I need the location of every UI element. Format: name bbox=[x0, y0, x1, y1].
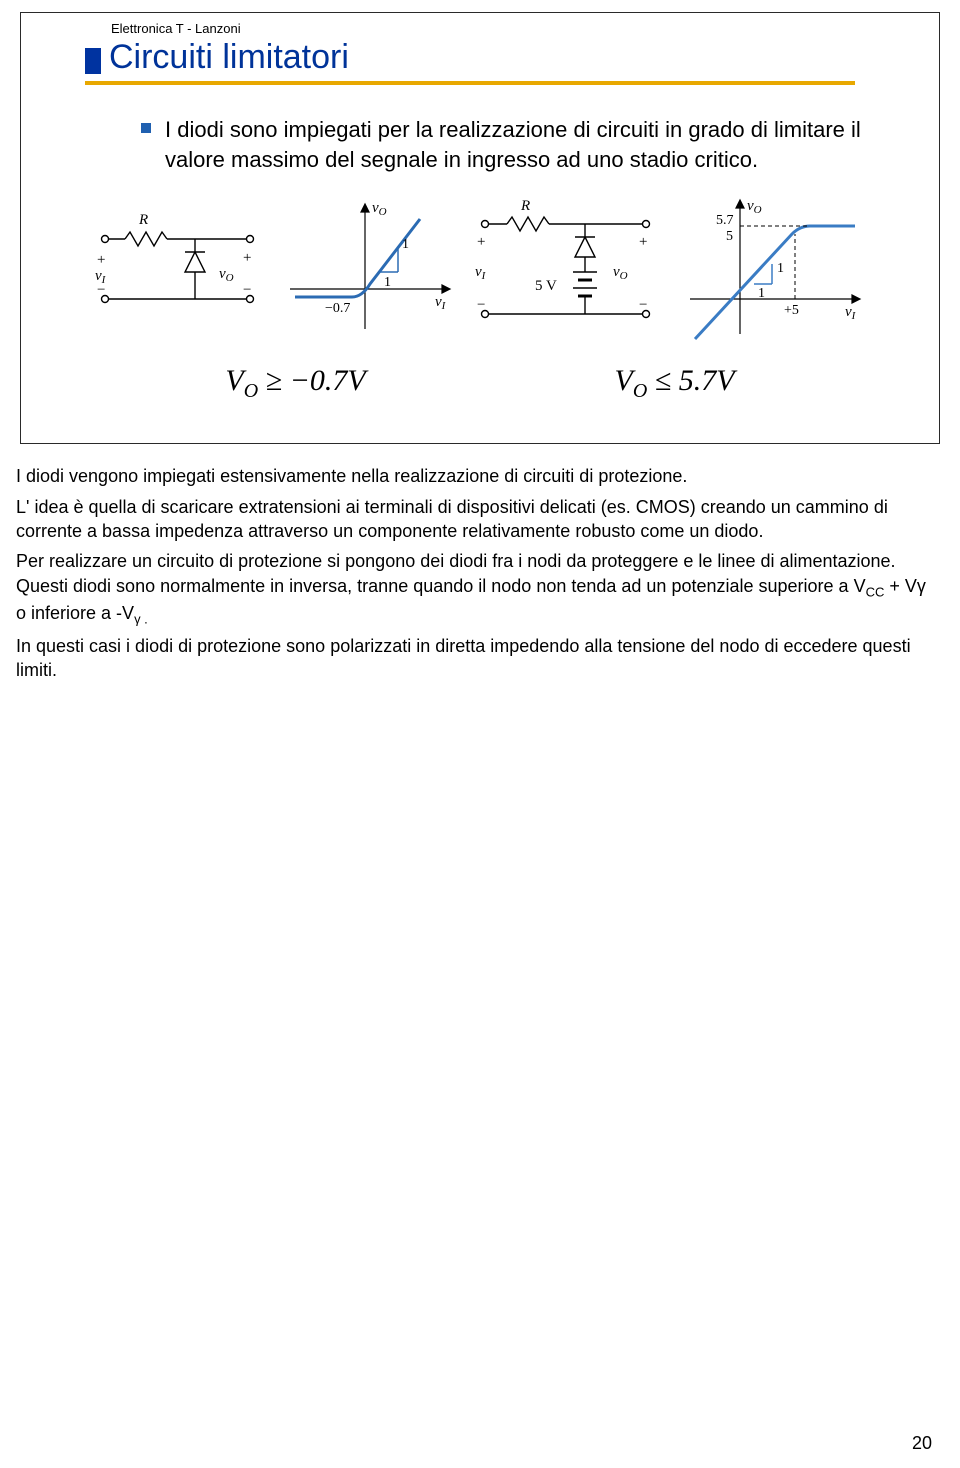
svg-text:1: 1 bbox=[402, 237, 409, 252]
svg-text:vI: vI bbox=[475, 264, 487, 282]
diagram-circuit-2: + − vI R 5 V bbox=[475, 194, 660, 334]
svg-text:−: − bbox=[243, 282, 251, 298]
page-title: Circuiti limitatori bbox=[109, 38, 349, 77]
svg-text:+: + bbox=[243, 250, 251, 266]
svg-text:vO: vO bbox=[219, 266, 234, 284]
title-bullet-block bbox=[85, 48, 101, 74]
course-label: Elettronica T - Lanzoni bbox=[111, 21, 939, 36]
svg-text:+: + bbox=[477, 234, 485, 250]
svg-text:R: R bbox=[520, 198, 530, 214]
para-2: L' idea è quella di scaricare extratensi… bbox=[16, 495, 932, 544]
svg-text:vI: vI bbox=[95, 268, 107, 286]
bullet-1: I diodi sono impiegati per la realizzazi… bbox=[141, 115, 869, 174]
svg-text:5: 5 bbox=[726, 229, 733, 244]
formula-2: VO ≤ 5.7V bbox=[615, 364, 735, 403]
svg-text:vO: vO bbox=[372, 200, 387, 218]
formula-row: VO ≥ −0.7V VO ≤ 5.7V bbox=[101, 364, 859, 403]
body-text: I diodi vengono impiegati estensivamente… bbox=[16, 464, 932, 682]
diagram-transfer-2: 1 1 vO vI 5.7 5 +5 bbox=[680, 194, 865, 344]
slide-container: Elettronica T - Lanzoni Circuiti limitat… bbox=[20, 12, 940, 444]
title-row: Circuiti limitatori bbox=[85, 38, 939, 77]
svg-text:5 V: 5 V bbox=[535, 278, 557, 294]
diagrams-row: + − vI R + bbox=[51, 194, 909, 344]
svg-text:vI: vI bbox=[845, 304, 857, 322]
svg-text:vI: vI bbox=[435, 294, 447, 312]
svg-text:−: − bbox=[477, 297, 485, 313]
svg-text:1: 1 bbox=[758, 286, 765, 301]
diagram-circuit-1: + − vI R + bbox=[95, 194, 260, 324]
plus-label: + bbox=[97, 252, 105, 268]
formula-1: VO ≥ −0.7V bbox=[225, 364, 365, 403]
svg-text:vO: vO bbox=[613, 264, 628, 282]
para-1: I diodi vengono impiegati estensivamente… bbox=[16, 464, 932, 488]
para-3: Per realizzare un circuito di protezione… bbox=[16, 549, 932, 628]
title-underline bbox=[85, 81, 855, 85]
para-4: In questi casi i diodi di protezione son… bbox=[16, 634, 932, 683]
svg-text:+: + bbox=[639, 234, 647, 250]
svg-text:1: 1 bbox=[777, 261, 784, 276]
svg-text:vO: vO bbox=[747, 198, 762, 216]
svg-text:+5: +5 bbox=[784, 303, 799, 318]
svg-text:−: − bbox=[639, 297, 647, 313]
r-label: R bbox=[138, 212, 148, 228]
page-number: 20 bbox=[912, 1433, 932, 1454]
svg-text:−0.7: −0.7 bbox=[325, 301, 350, 316]
svg-text:1: 1 bbox=[384, 275, 391, 290]
svg-text:5.7: 5.7 bbox=[716, 213, 734, 228]
bullet-1-text: I diodi sono impiegati per la realizzazi… bbox=[165, 115, 869, 174]
diagram-transfer-1: 1 1 vO vI −0.7 bbox=[280, 194, 455, 339]
bullet-square-icon bbox=[141, 123, 151, 133]
